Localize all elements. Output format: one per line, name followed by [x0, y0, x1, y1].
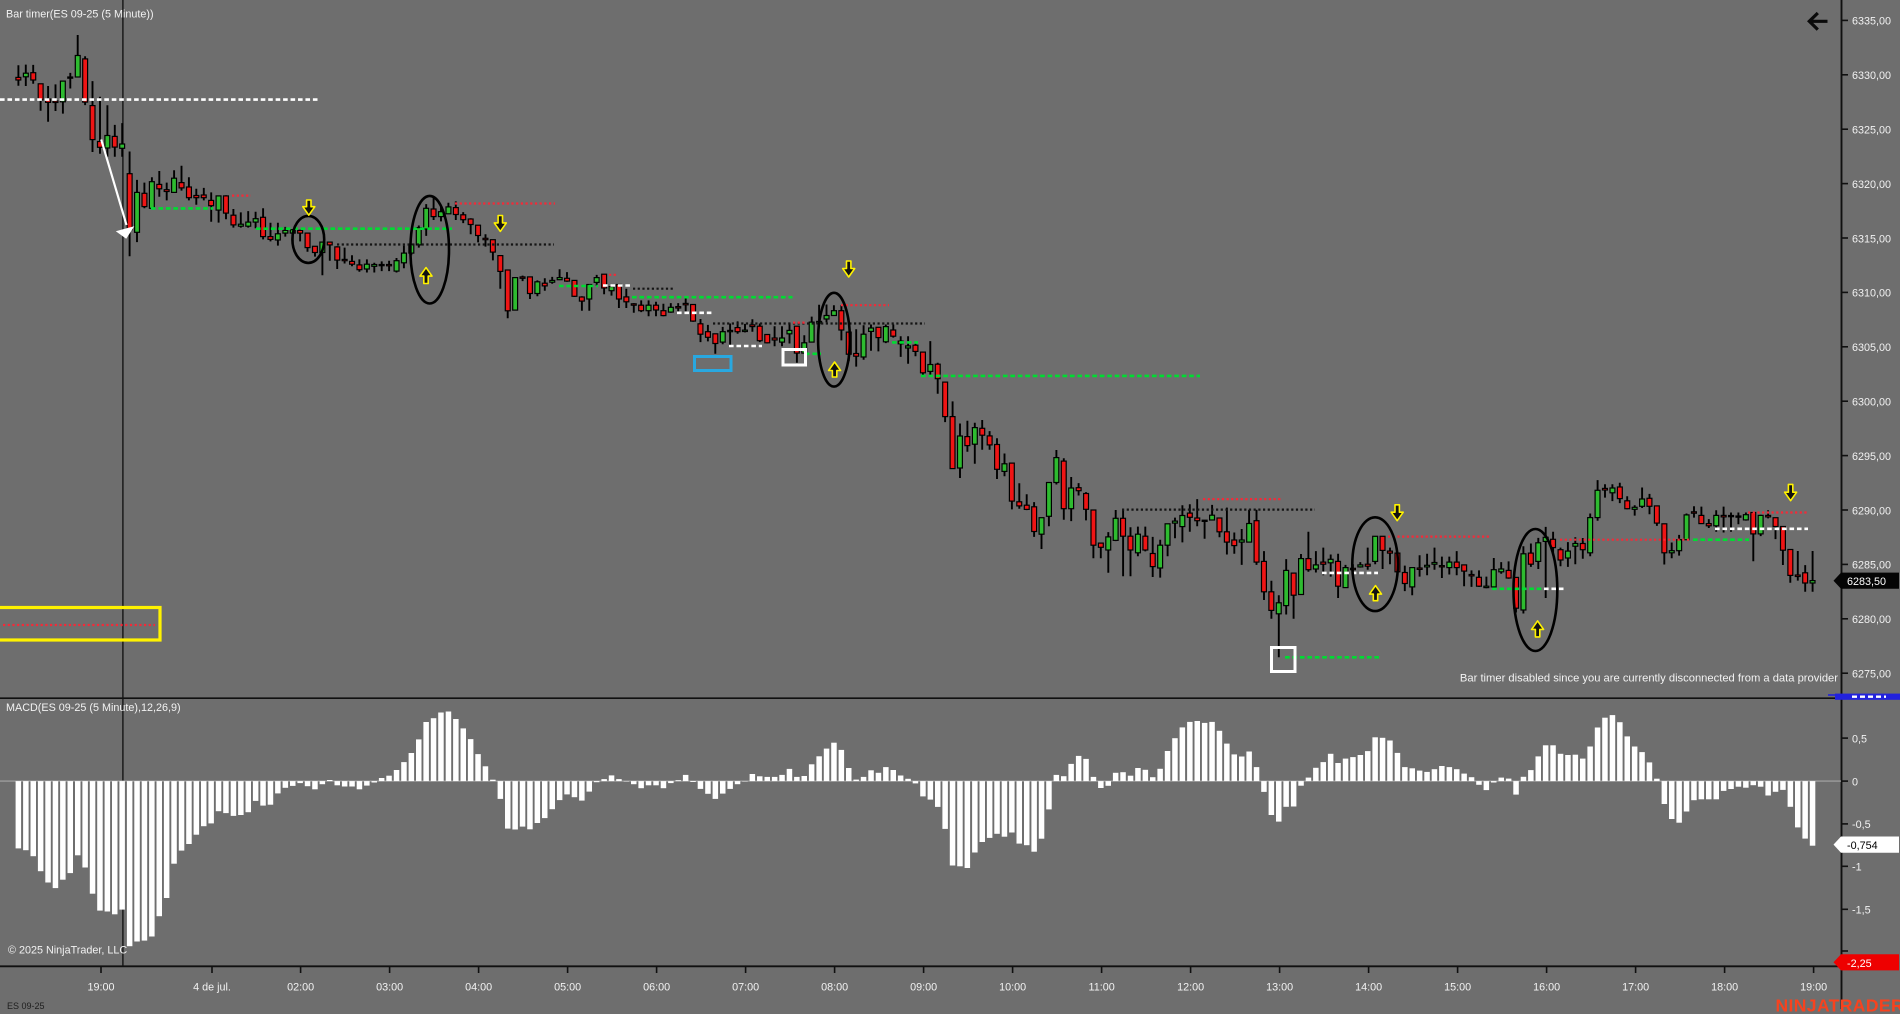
svg-text:-1: -1 [1852, 862, 1862, 874]
svg-text:Bar timer(ES 09-25 (5 Minute)): Bar timer(ES 09-25 (5 Minute)) [6, 9, 154, 21]
svg-text:6335,00: 6335,00 [1852, 16, 1891, 28]
svg-text:Bar timer disabled since you a: Bar timer disabled since you are current… [1460, 673, 1838, 685]
svg-text:14:00: 14:00 [1355, 982, 1382, 994]
svg-text:08:00: 08:00 [821, 982, 848, 994]
svg-text:02:00: 02:00 [287, 982, 314, 994]
svg-text:11:00: 11:00 [1088, 982, 1114, 994]
svg-text:17:00: 17:00 [1622, 982, 1649, 994]
svg-text:16:00: 16:00 [1533, 982, 1560, 994]
svg-text:03:00: 03:00 [376, 982, 403, 994]
svg-text:© 2025 NinjaTrader, LLC: © 2025 NinjaTrader, LLC [8, 945, 127, 957]
svg-text:6325,00: 6325,00 [1852, 125, 1891, 137]
svg-text:6310,00: 6310,00 [1852, 288, 1891, 300]
svg-text:0,5: 0,5 [1852, 733, 1867, 745]
svg-text:18:00: 18:00 [1711, 982, 1738, 994]
svg-text:-1,5: -1,5 [1852, 905, 1871, 917]
svg-text:06:00: 06:00 [643, 982, 670, 994]
svg-text:NINJATRADER: NINJATRADER [1775, 996, 1900, 1014]
svg-text:MACD(ES 09-25 (5 Minute),12,26: MACD(ES 09-25 (5 Minute),12,26,9) [6, 702, 181, 714]
svg-text:6290,00: 6290,00 [1852, 505, 1891, 517]
svg-text:6315,00: 6315,00 [1852, 233, 1891, 245]
svg-text:07:00: 07:00 [732, 982, 759, 994]
svg-text:4 de jul.: 4 de jul. [193, 982, 231, 994]
svg-text:6285,00: 6285,00 [1852, 560, 1891, 572]
svg-text:6330,00: 6330,00 [1852, 70, 1891, 82]
svg-text:6280,00: 6280,00 [1852, 614, 1891, 626]
svg-text:ES 09-25: ES 09-25 [7, 1001, 45, 1011]
svg-text:09:00: 09:00 [910, 982, 937, 994]
svg-text:6275,00: 6275,00 [1852, 669, 1891, 681]
svg-text:05:00: 05:00 [554, 982, 581, 994]
svg-text:6305,00: 6305,00 [1852, 342, 1891, 354]
svg-text:6300,00: 6300,00 [1852, 397, 1891, 409]
svg-text:-0,754: -0,754 [1847, 840, 1878, 852]
svg-text:6283,50: 6283,50 [1847, 576, 1886, 588]
svg-text:19:00: 19:00 [87, 982, 114, 994]
svg-text:15:00: 15:00 [1444, 982, 1471, 994]
svg-text:-2,25: -2,25 [1847, 958, 1872, 970]
svg-text:13:00: 13:00 [1266, 982, 1293, 994]
svg-text:10:00: 10:00 [999, 982, 1026, 994]
svg-text:-0,5: -0,5 [1852, 819, 1871, 831]
svg-text:19:00: 19:00 [1800, 982, 1827, 994]
svg-text:0: 0 [1852, 776, 1858, 788]
svg-text:6320,00: 6320,00 [1852, 179, 1891, 191]
svg-text:04:00: 04:00 [465, 982, 492, 994]
svg-text:12:00: 12:00 [1177, 982, 1204, 994]
svg-text:6295,00: 6295,00 [1852, 451, 1891, 463]
